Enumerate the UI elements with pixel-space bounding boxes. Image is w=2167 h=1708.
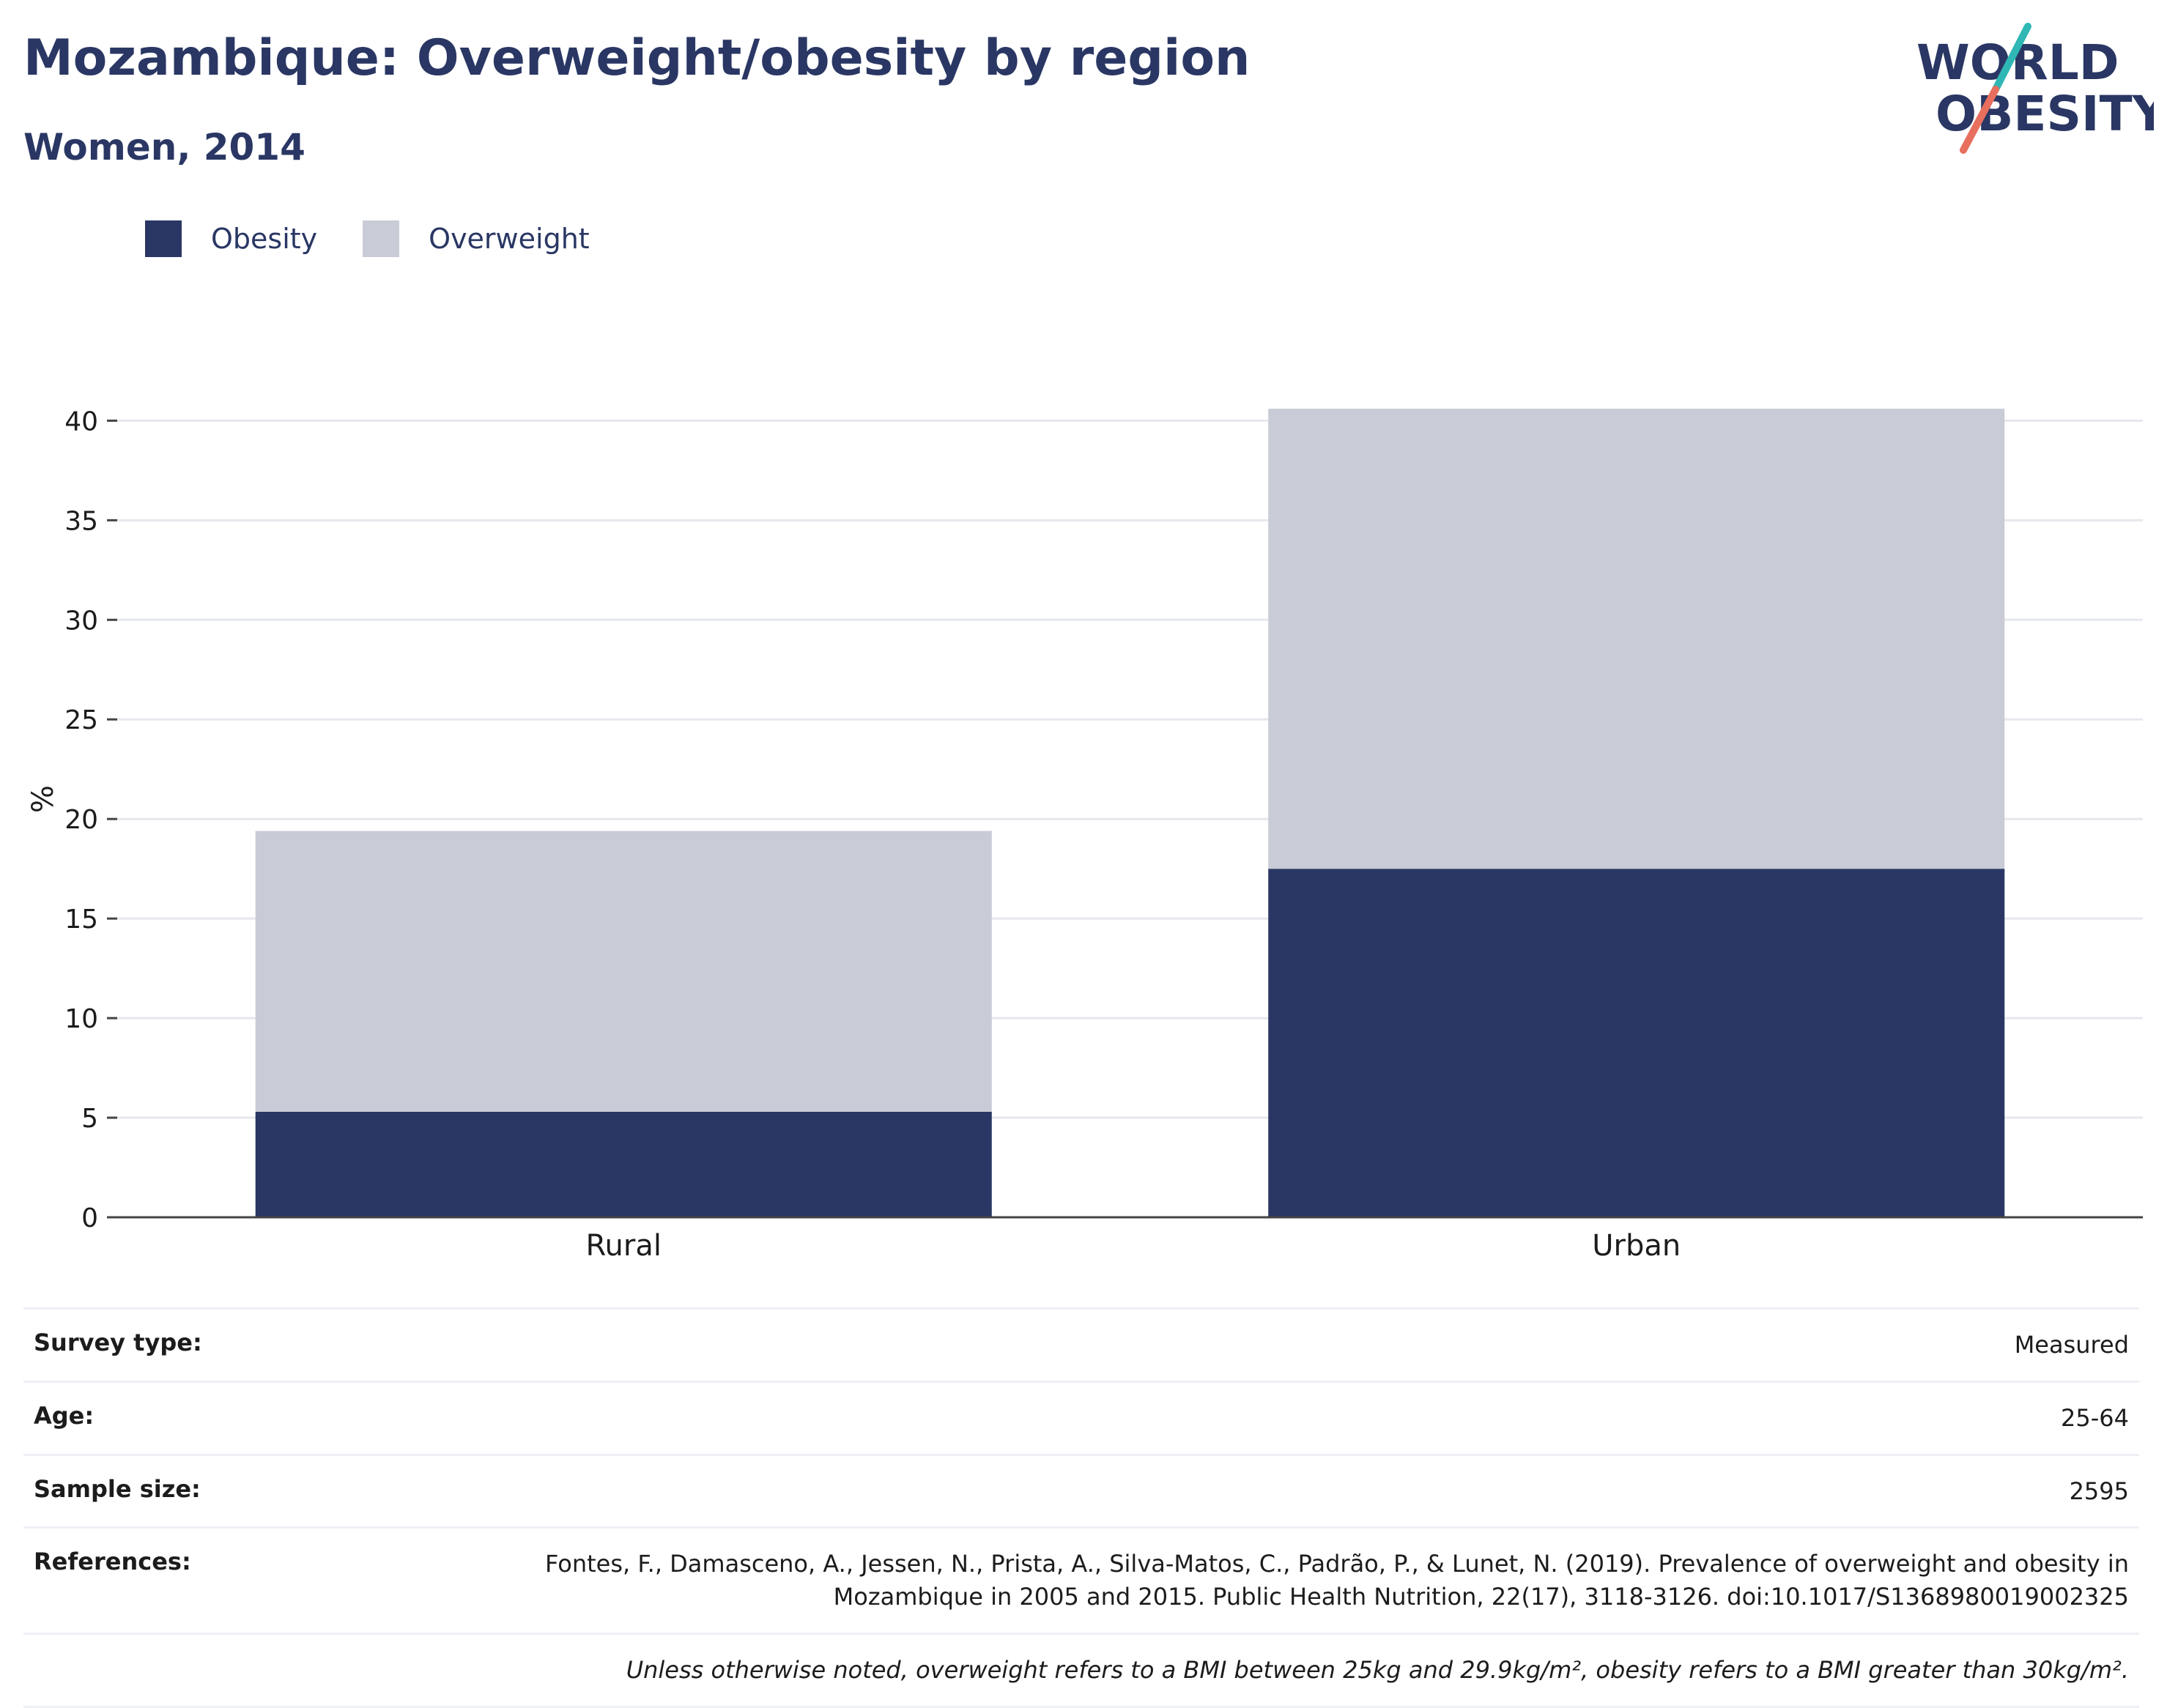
x-tick-label-rural: Rural bbox=[586, 1229, 662, 1263]
info-label-age: Age: bbox=[34, 1401, 95, 1430]
legend-label-obesity: Obesity bbox=[211, 223, 318, 255]
y-tick-label-0: 0 bbox=[81, 1203, 98, 1233]
info-row-note: Unless otherwise noted, overweight refer… bbox=[23, 1632, 2139, 1708]
y-tick-label-35: 35 bbox=[64, 506, 98, 536]
legend-item-obesity[interactable]: Obesity bbox=[145, 220, 317, 257]
x-tick-label-urban: Urban bbox=[1592, 1229, 1681, 1263]
info-value-sample-size: 2595 bbox=[2069, 1477, 2129, 1505]
legend-item-overweight[interactable]: Overweight bbox=[363, 220, 590, 257]
info-label-sample-size: Sample size: bbox=[34, 1474, 201, 1503]
y-axis-label: % bbox=[26, 785, 60, 813]
bar-rural-overweight bbox=[255, 831, 992, 1112]
chart-legend: Obesity Overweight bbox=[145, 218, 635, 259]
y-tick-label-15: 15 bbox=[64, 905, 98, 935]
bar-chart: 0 5 10 15 20 25 30 35 40% Rural Urban bbox=[26, 406, 2143, 1263]
y-tick-label-25: 25 bbox=[64, 705, 98, 735]
info-row-age: Age: 25-64 bbox=[23, 1380, 2139, 1454]
bmi-definition-note: Unless otherwise noted, overweight refer… bbox=[626, 1655, 2129, 1684]
legend-label-overweight: Overweight bbox=[429, 223, 590, 255]
logo-slash-coral bbox=[1960, 86, 1999, 154]
y-tick-label-20: 20 bbox=[64, 805, 98, 835]
bar-urban-obesity bbox=[1268, 869, 2005, 1217]
y-tick-label-30: 30 bbox=[64, 606, 98, 636]
info-value-references: Fontes, F., Damasceno, A., Jessen, N., P… bbox=[545, 1550, 2129, 1611]
legend-swatch-overweight bbox=[363, 220, 400, 257]
world-obesity-logo: WORLD OBESITY bbox=[1916, 23, 2154, 154]
info-value-age: 25-64 bbox=[2061, 1403, 2129, 1432]
info-row-references: References: Fontes, F., Damasceno, A., J… bbox=[23, 1526, 2139, 1633]
y-tick-label-10: 10 bbox=[64, 1004, 98, 1034]
survey-info-table: Survey type: Measured Age: 25-64 Sample … bbox=[23, 1307, 2139, 1708]
logo-slash-teal bbox=[1992, 23, 2031, 93]
y-tick-label-40: 40 bbox=[64, 406, 98, 437]
info-value-survey-type: Measured bbox=[2014, 1331, 2129, 1359]
info-row-survey-type: Survey type: Measured bbox=[23, 1307, 2139, 1381]
chart-subtitle: Women, 2014 bbox=[23, 126, 305, 168]
info-label-survey-type: Survey type: bbox=[34, 1329, 202, 1356]
legend-swatch-obesity bbox=[145, 220, 182, 257]
y-tick-label-5: 5 bbox=[81, 1104, 98, 1134]
info-label-references: References: bbox=[34, 1548, 191, 1576]
info-row-sample-size: Sample size: 2595 bbox=[23, 1453, 2139, 1527]
chart-title: Mozambique: Overweight/obesity by region bbox=[23, 29, 1251, 87]
bar-rural-obesity bbox=[255, 1111, 992, 1217]
bar-urban-overweight bbox=[1268, 409, 2005, 869]
